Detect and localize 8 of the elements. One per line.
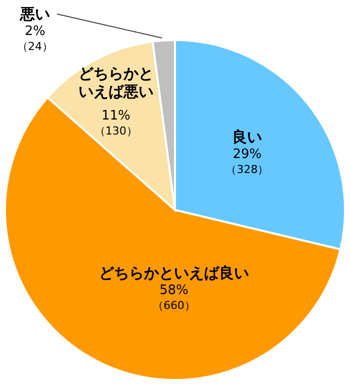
slice-label: 悪い — [19, 5, 50, 23]
data-label: 29% （328） — [226, 146, 269, 176]
slice-label: どちらかといえば悪い — [78, 64, 154, 101]
data-label: 11% （130） — [94, 108, 138, 138]
slice-label: 良い — [232, 128, 262, 146]
data-label: 58% （660） — [152, 282, 196, 312]
slice-label: どちらかといえば良い — [98, 264, 249, 282]
data-label: 2% （24） — [17, 24, 53, 53]
